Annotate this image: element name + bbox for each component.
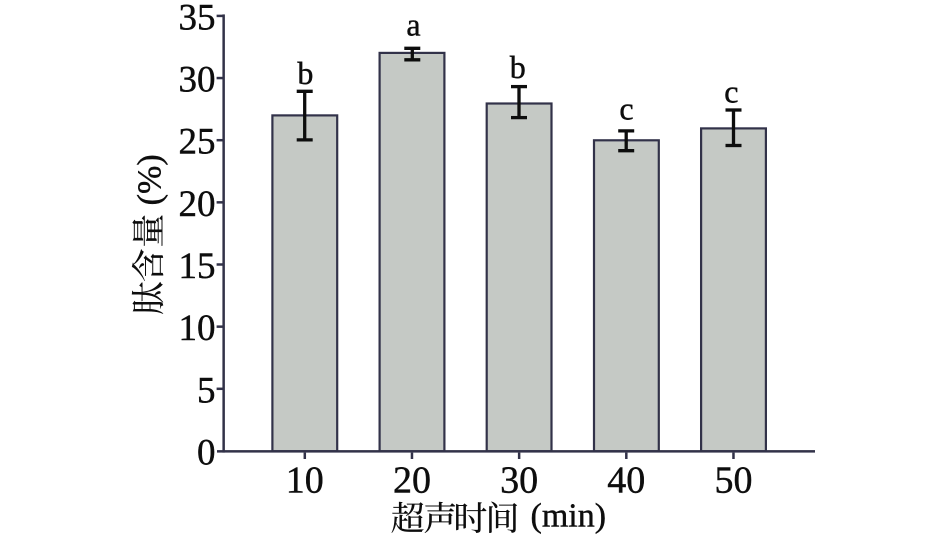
svg-text:30: 30 <box>179 60 216 101</box>
svg-text:(min): (min) <box>531 497 607 534</box>
svg-text:c: c <box>619 91 633 127</box>
svg-text:0: 0 <box>197 433 216 474</box>
svg-text:25: 25 <box>179 122 216 163</box>
svg-text:20: 20 <box>179 184 216 225</box>
svg-text:5: 5 <box>197 370 216 411</box>
svg-text:b: b <box>510 49 526 85</box>
svg-text:a: a <box>406 7 420 43</box>
svg-text:10: 10 <box>179 308 216 349</box>
svg-text:c: c <box>724 74 738 110</box>
svg-text:10: 10 <box>286 460 324 502</box>
svg-text:35: 35 <box>179 0 216 38</box>
svg-text:b: b <box>297 55 313 91</box>
svg-text:15: 15 <box>179 246 216 287</box>
svg-text:(%): (%) <box>132 154 169 205</box>
svg-text:40: 40 <box>607 460 645 502</box>
svg-text:50: 50 <box>714 460 752 502</box>
svg-text:20: 20 <box>393 460 431 502</box>
svg-text:30: 30 <box>500 460 538 502</box>
